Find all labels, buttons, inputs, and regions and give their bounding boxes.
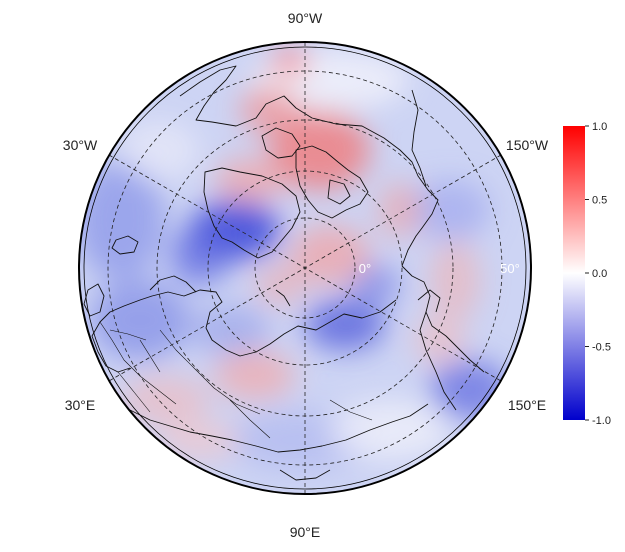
graticule bbox=[107, 42, 503, 494]
coastlines bbox=[83, 65, 485, 481]
colorbar-tick-label: -0.5 bbox=[592, 342, 611, 354]
colorbar-tick-label: -1.0 bbox=[592, 415, 611, 427]
label-ring-inner: 0° bbox=[359, 261, 371, 276]
colorbar-tick-label: 1.0 bbox=[592, 121, 607, 133]
colorbar-tick-label: 0.5 bbox=[592, 195, 607, 207]
coastline-asia-south bbox=[129, 403, 429, 453]
map-inner-border bbox=[83, 46, 527, 490]
meridian-150w-30e bbox=[108, 154, 502, 382]
coastline-alaska bbox=[401, 265, 485, 373]
anomaly-patches bbox=[79, 50, 510, 470]
map-outer-border bbox=[78, 41, 532, 495]
label-ring-outer: 50° bbox=[500, 261, 520, 276]
label-lon-top: 90°W bbox=[288, 10, 323, 26]
coastline-siberia bbox=[205, 299, 397, 357]
colorbar-gradient bbox=[563, 126, 585, 420]
colorbar: 1.0 0.5 0.0 -0.5 -1.0 bbox=[563, 121, 611, 427]
label-lon-upper-left: 30°W bbox=[63, 137, 98, 153]
colorbar-ticks: 1.0 0.5 0.0 -0.5 -1.0 bbox=[585, 121, 611, 427]
coastline-europe bbox=[91, 289, 223, 373]
anomaly-field bbox=[79, 42, 531, 494]
label-lon-bottom: 90°E bbox=[290, 524, 321, 540]
label-lon-upper-right: 150°W bbox=[506, 137, 549, 153]
coastline-north-america bbox=[179, 65, 439, 267]
political-borders bbox=[99, 321, 373, 439]
label-lon-lower-left: 30°E bbox=[65, 397, 96, 413]
coastline-iceland bbox=[111, 235, 139, 255]
coastline-britain bbox=[83, 283, 105, 317]
label-lon-lower-right: 150°E bbox=[508, 397, 546, 413]
colorbar-tick-label: 0.0 bbox=[592, 268, 607, 280]
coastline-greenland bbox=[203, 167, 301, 259]
coastline-canadian-archipelago bbox=[295, 145, 369, 219]
